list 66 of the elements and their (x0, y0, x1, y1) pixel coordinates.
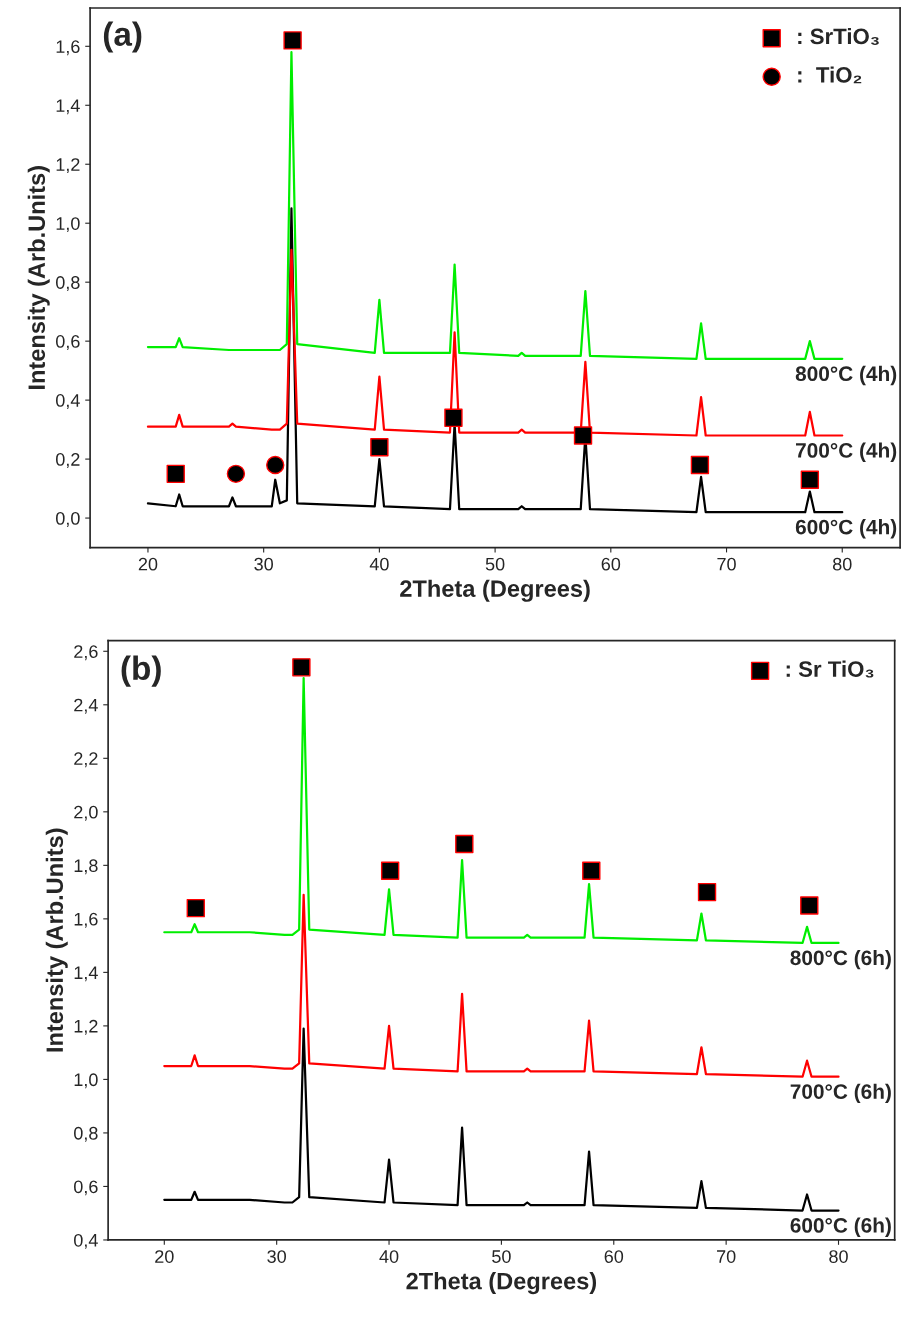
x-tick-label: 80 (829, 1250, 848, 1263)
point (266, 455, 285, 475)
point (455, 834, 474, 854)
point (292, 658, 311, 677)
x-tick-label: 50 (485, 557, 505, 571)
y-tick-label: 0,6 (55, 335, 80, 351)
x-tick-label: 30 (254, 557, 274, 571)
legend-label: : TiO₂ (798, 66, 862, 84)
series-label: 600°C (6h) (790, 1217, 891, 1237)
point (800, 896, 819, 915)
x-tick-label: 50 (492, 1250, 511, 1263)
x-tick-label: 70 (717, 1250, 736, 1263)
y-tick-label: 0,2 (55, 453, 80, 468)
x-tick-label: 20 (155, 1250, 174, 1263)
y-axis-title: Intensity (Arb.Units) (27, 166, 50, 389)
point (380, 861, 400, 880)
x-tick-label: 80 (832, 557, 852, 571)
x-tick-label: 60 (604, 1250, 624, 1263)
x-tick-label: 70 (717, 557, 736, 571)
series-label: 600°C (4h) (795, 519, 897, 539)
y-tick-label: 1,0 (74, 1073, 98, 1089)
series-label: 700°C (6h) (790, 1083, 891, 1104)
y-tick-label: 0,8 (55, 276, 80, 292)
y-tick-label: 1,0 (56, 217, 80, 233)
y-tick-label: 1,6 (56, 40, 80, 56)
point (573, 426, 593, 445)
point (800, 470, 820, 489)
point (444, 408, 463, 428)
x-axis-title: 2Theta (Degrees) (400, 579, 590, 602)
x-tick-label: 40 (369, 557, 389, 571)
y-tick-label: 2,0 (74, 805, 98, 821)
annotation: (a) (103, 21, 142, 53)
y-tick-label: 0,4 (74, 1233, 98, 1249)
x-axis-title: 2Theta (Degrees) (406, 1272, 597, 1295)
x-tick-label: 20 (138, 557, 158, 571)
legend-label: : Sr TiO₃ (786, 660, 874, 678)
series-label: 800°C (4h) (795, 365, 897, 386)
point (226, 464, 246, 484)
legend-label: : SrTiO₃ (798, 27, 879, 45)
y-tick-label: 1,4 (74, 966, 98, 982)
y-tick-label: 1,6 (74, 912, 98, 928)
series-label: 700°C (4h) (796, 442, 897, 462)
x-tick-label: 60 (601, 557, 621, 571)
point (690, 455, 710, 475)
point (283, 31, 302, 50)
y-tick-label: 0,0 (55, 512, 80, 527)
y-tick-label: 1,2 (56, 158, 80, 174)
point (186, 898, 205, 918)
x-tick-label: 40 (379, 1250, 399, 1263)
point (166, 464, 185, 484)
y-tick-label: 2,6 (74, 645, 98, 661)
x-tick-label: 30 (267, 1250, 287, 1263)
point (697, 882, 717, 902)
y-tick-label: 0,8 (74, 1126, 98, 1142)
series-label: 800°C (6h) (790, 949, 891, 970)
y-tick-label: 2,2 (74, 752, 98, 768)
y-tick-label: 1,2 (74, 1019, 98, 1035)
y-tick-label: 0,4 (55, 394, 80, 409)
y-tick-label: 1,4 (56, 99, 80, 115)
y-tick-label: 2,4 (74, 698, 98, 714)
point (582, 861, 601, 880)
y-tick-label: 1,8 (74, 859, 98, 875)
y-tick-label: 0,6 (74, 1180, 98, 1196)
annotation: (b) (121, 655, 161, 687)
y-axis-title: Intensity (Arb.Units) (45, 828, 68, 1052)
point (370, 438, 389, 457)
